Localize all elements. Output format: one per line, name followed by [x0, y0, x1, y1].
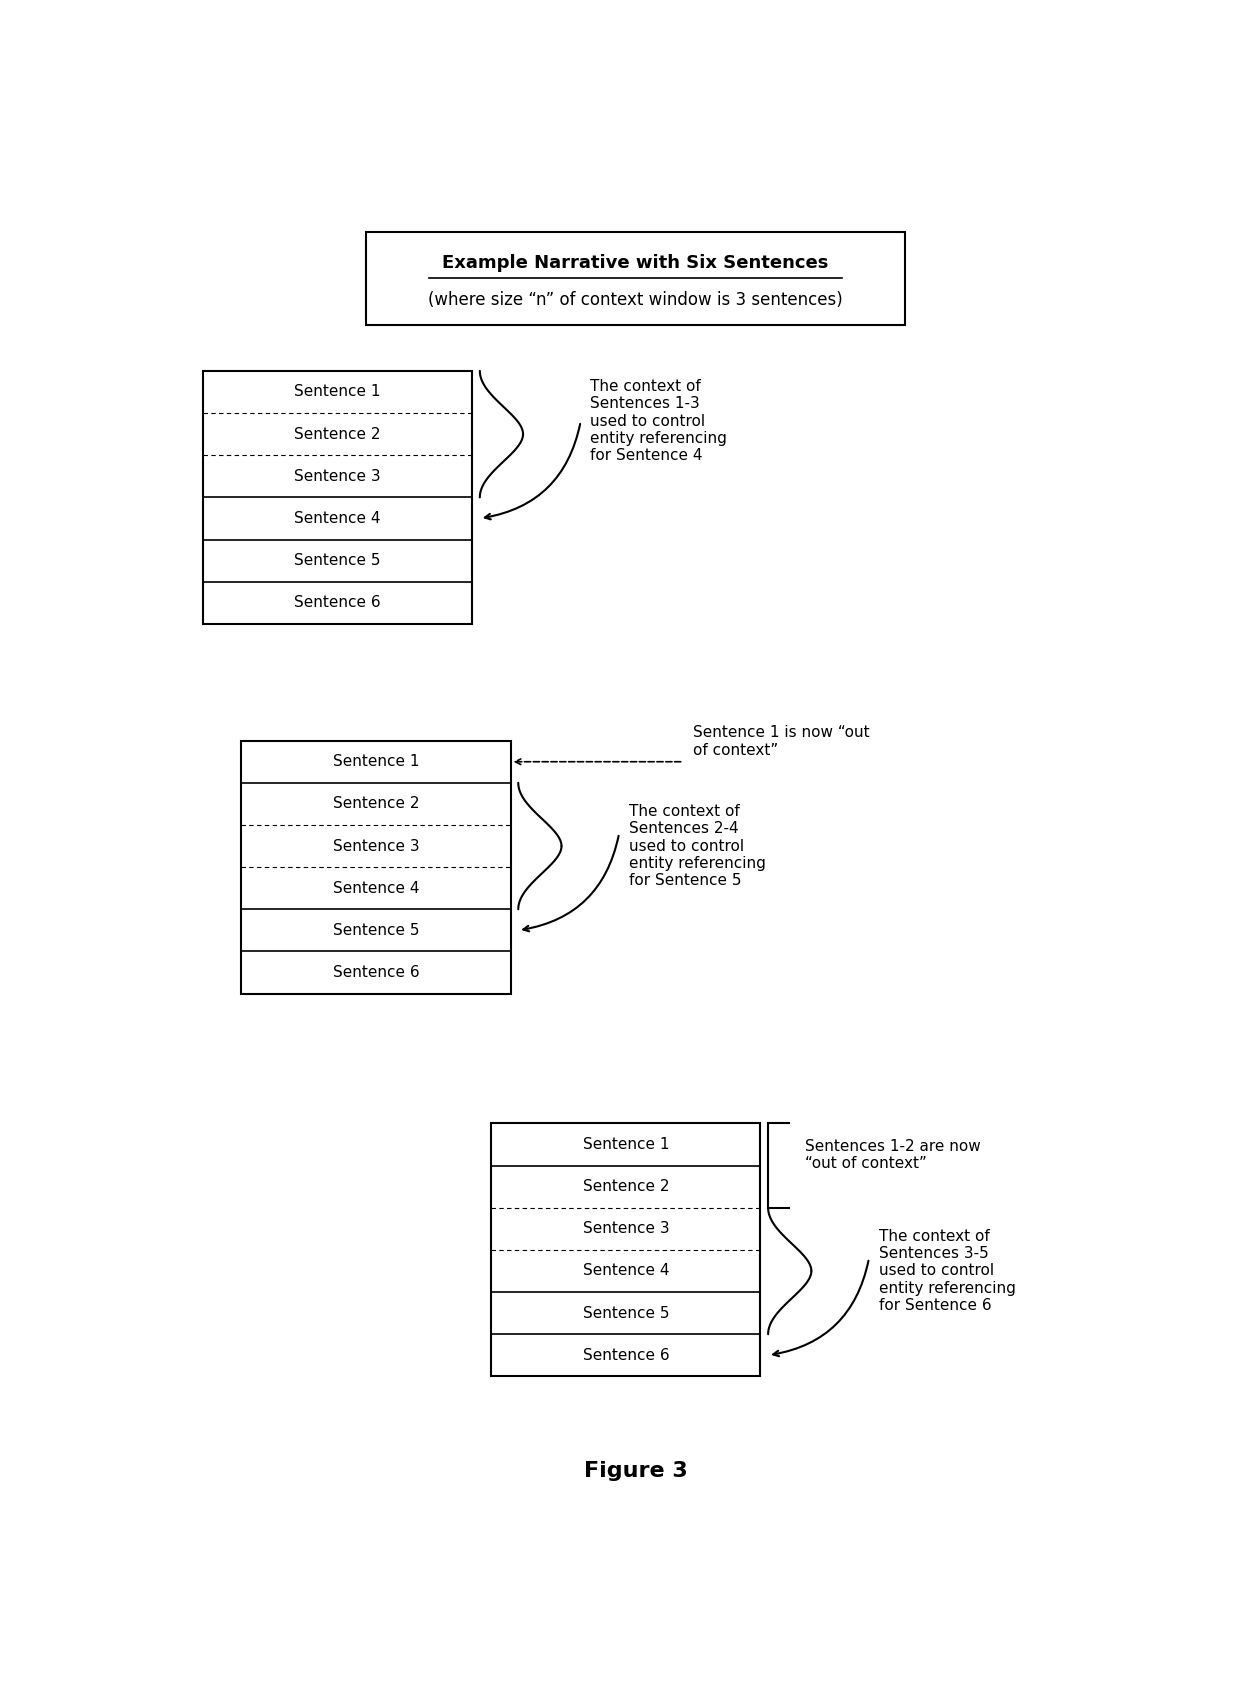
- Text: Sentence 4: Sentence 4: [294, 511, 381, 526]
- Text: Example Narrative with Six Sentences: Example Narrative with Six Sentences: [443, 254, 828, 271]
- Text: The context of
Sentences 2-4
used to control
entity referencing
for Sentence 5: The context of Sentences 2-4 used to con…: [629, 804, 765, 888]
- Text: Sentence 4: Sentence 4: [332, 881, 419, 896]
- Text: Sentence 2: Sentence 2: [294, 426, 381, 441]
- Text: Sentence 1 is now “out
of context”: Sentence 1 is now “out of context”: [693, 726, 869, 758]
- Text: The context of
Sentences 3-5
used to control
entity referencing
for Sentence 6: The context of Sentences 3-5 used to con…: [879, 1228, 1016, 1313]
- Text: Sentence 5: Sentence 5: [583, 1306, 670, 1321]
- Text: Sentence 3: Sentence 3: [294, 468, 381, 484]
- Bar: [203, 371, 472, 623]
- Text: The context of
Sentences 1-3
used to control
entity referencing
for Sentence 4: The context of Sentences 1-3 used to con…: [590, 379, 727, 463]
- Bar: [367, 233, 905, 325]
- Text: Sentence 3: Sentence 3: [583, 1222, 670, 1237]
- Text: Sentence 5: Sentence 5: [332, 923, 419, 939]
- Text: Sentence 4: Sentence 4: [583, 1264, 670, 1279]
- Text: Sentence 6: Sentence 6: [583, 1348, 670, 1363]
- Text: Sentence 1: Sentence 1: [294, 384, 381, 399]
- Text: Sentence 2: Sentence 2: [583, 1180, 670, 1195]
- Text: Sentence 1: Sentence 1: [332, 755, 419, 770]
- Text: Sentence 6: Sentence 6: [294, 595, 381, 610]
- Text: (where size “n” of context window is 3 sentences): (where size “n” of context window is 3 s…: [428, 292, 843, 310]
- Text: Sentence 2: Sentence 2: [332, 797, 419, 812]
- Text: Figure 3: Figure 3: [584, 1461, 687, 1481]
- Text: Sentence 1: Sentence 1: [583, 1137, 670, 1153]
- Text: Sentence 6: Sentence 6: [332, 966, 419, 981]
- Text: Sentences 1-2 are now
“out of context”: Sentences 1-2 are now “out of context”: [805, 1139, 981, 1171]
- Text: Sentence 3: Sentence 3: [332, 839, 419, 854]
- Bar: [242, 741, 511, 994]
- Text: Sentence 5: Sentence 5: [294, 553, 381, 568]
- Bar: [491, 1124, 760, 1377]
